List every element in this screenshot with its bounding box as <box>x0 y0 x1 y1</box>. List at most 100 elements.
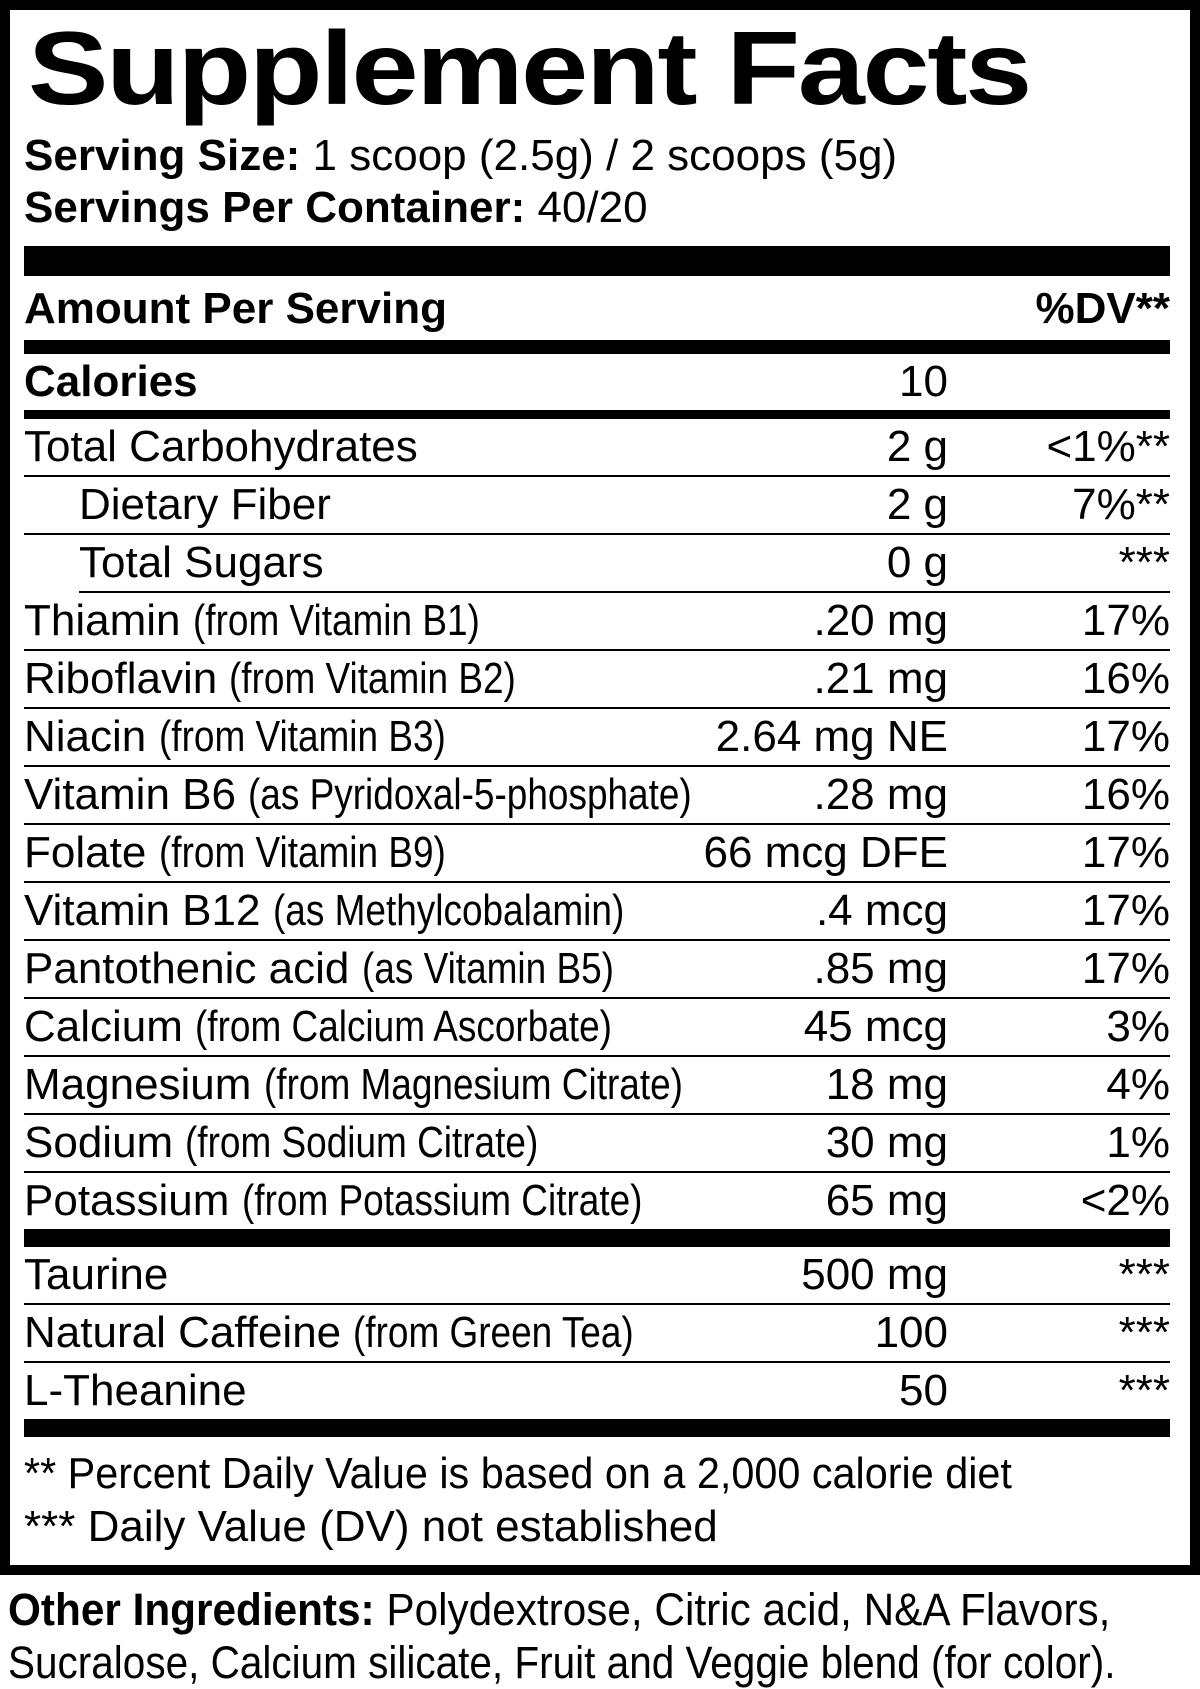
nutrient-percent-dv: <1%** <box>1046 422 1170 472</box>
servings-per-container-value: 40/20 <box>525 183 648 233</box>
nutrient-source-note: (from Calcium Ascorbate) <box>195 1002 613 1052</box>
nutrient-name-cell: Sodium (from Sodium Citrate) <box>24 1118 698 1168</box>
nutrient-name: Calories <box>24 357 198 407</box>
percent-dv-header: %DV** <box>1035 284 1171 334</box>
nutrient-name: Folate <box>24 828 147 878</box>
nutrient-row: Niacin (from Vitamin B3) 2.64 mg NE 17% <box>24 709 1170 765</box>
row-divider <box>24 939 1170 942</box>
nutrient-row: Potassium (from Potassium Citrate) 65 mg… <box>24 1173 1170 1229</box>
nutrient-source-note: (from Vitamin B3) <box>158 712 446 762</box>
nutrient-percent-dv: <2% <box>1080 1176 1170 1226</box>
nutrient-name-cell: Thiamin (from Vitamin B1) <box>24 596 698 646</box>
nutrient-amount: .20 mg <box>813 596 948 646</box>
nutrient-percent-dv: *** <box>1118 538 1170 588</box>
nutrient-rows: Calories 10 Total Carbohydrates 2 g <1%*… <box>24 354 1170 1438</box>
page-title-text: Supplement Facts <box>28 11 1032 127</box>
column-header-row: Amount Per Serving %DV** <box>24 276 1170 340</box>
nutrient-row: Calcium (from Calcium Ascorbate) 45 mcg … <box>24 999 1170 1055</box>
servings-per-container-line: Servings Per Container: 40/20 <box>24 182 1170 234</box>
nutrient-name: Vitamin B12 <box>24 886 261 936</box>
nutrient-row: Dietary Fiber 2 g 7%** <box>24 477 1170 533</box>
nutrient-row: Thiamin (from Vitamin B1) .20 mg 17% <box>24 593 1170 649</box>
nutrient-row: Pantothenic acid (as Vitamin B5) .85 mg … <box>24 941 1170 997</box>
nutrient-name-cell: Pantothenic acid (as Vitamin B5) <box>24 944 698 994</box>
nutrient-row: Folate (from Vitamin B9) 66 mcg DFE 17% <box>24 825 1170 881</box>
nutrient-name: Dietary Fiber <box>79 480 331 530</box>
nutrient-amount: .28 mg <box>813 770 948 820</box>
nutrient-name: Natural Caffeine <box>24 1308 342 1358</box>
row-divider <box>24 823 1170 826</box>
row-divider <box>24 1113 1170 1116</box>
supplement-facts-panel: Supplement Facts Serving Size: 1 scoop (… <box>0 0 1200 1576</box>
nutrient-source-note: (from Green Tea) <box>353 1308 635 1358</box>
nutrient-amount: 500 mg <box>801 1250 948 1300</box>
row-divider <box>24 997 1170 1000</box>
nutrient-source-note: (from Sodium Citrate) <box>185 1118 539 1168</box>
nutrient-amount: 66 mcg DFE <box>703 828 948 878</box>
row-divider <box>24 410 1170 420</box>
nutrient-source-note: (as Pyridoxal-5-phosphate) <box>248 770 692 820</box>
nutrient-source-note: (from Vitamin B1) <box>192 596 480 646</box>
nutrient-amount: .85 mg <box>813 944 948 994</box>
row-divider <box>24 1229 1170 1248</box>
other-ingredients-line1: Other Ingredients: Polydextrose, Citric … <box>8 1583 1128 1636</box>
nutrient-row: Magnesium (from Magnesium Citrate) 18 mg… <box>24 1057 1170 1113</box>
nutrient-percent-dv: 17% <box>1081 596 1170 646</box>
nutrient-row: L-Theanine 50 *** <box>24 1363 1170 1419</box>
nutrient-amount: 2.64 mg NE <box>715 712 948 762</box>
nutrient-amount: 45 mcg <box>803 1002 948 1052</box>
nutrient-name-cell: Magnesium (from Magnesium Citrate) <box>24 1060 698 1110</box>
nutrient-name-cell: Total Carbohydrates <box>24 422 698 472</box>
nutrient-row: Sodium (from Sodium Citrate) 30 mg 1% <box>24 1115 1170 1171</box>
nutrient-name: Pantothenic acid <box>24 944 350 994</box>
nutrient-name: Thiamin <box>24 596 181 646</box>
other-ingredients-label: Other Ingredients: <box>8 1584 375 1636</box>
nutrient-source-note: (as Vitamin B5) <box>361 944 614 994</box>
nutrient-name: Total Sugars <box>79 538 324 588</box>
nutrient-percent-dv: 16% <box>1081 654 1170 704</box>
nutrient-name-cell: Niacin (from Vitamin B3) <box>24 712 698 762</box>
row-divider <box>24 475 1170 478</box>
footnote-daily-value: ** Percent Daily Value is based on a 2,0… <box>24 1449 1012 1499</box>
nutrient-percent-dv: 3% <box>1106 1002 1170 1052</box>
nutrient-amount: .4 mcg <box>815 886 948 936</box>
nutrient-percent-dv: *** <box>1118 1250 1170 1300</box>
row-divider <box>24 1055 1170 1058</box>
row-divider <box>24 765 1170 768</box>
serving-size-value: 1 scoop (2.5g) / 2 scoops (5g) <box>300 131 898 181</box>
nutrient-name: Riboflavin <box>24 654 218 704</box>
nutrient-percent-dv: 17% <box>1081 886 1170 936</box>
nutrient-name-cell: Vitamin B6 (as Pyridoxal-5-phosphate) <box>24 770 698 820</box>
nutrient-name-cell: Total Sugars <box>24 538 698 588</box>
nutrient-name-cell: Taurine <box>24 1250 698 1300</box>
row-divider <box>24 1171 1170 1174</box>
nutrient-percent-dv: 17% <box>1081 828 1170 878</box>
nutrient-amount: .21 mg <box>813 654 948 704</box>
nutrient-name-cell: Calories <box>24 357 698 407</box>
serving-size-line: Serving Size: 1 scoop (2.5g) / 2 scoops … <box>24 130 1170 182</box>
row-divider <box>24 533 1170 536</box>
servings-per-container-label: Servings Per Container: <box>24 183 526 233</box>
nutrient-percent-dv: 4% <box>1106 1060 1170 1110</box>
row-divider <box>24 1303 1170 1306</box>
nutrient-amount: 2 g <box>886 422 948 472</box>
nutrient-source-note: (from Magnesium Citrate) <box>263 1060 683 1110</box>
nutrient-name: Calcium <box>24 1002 183 1052</box>
nutrient-row: Natural Caffeine (from Green Tea) 100 **… <box>24 1305 1170 1361</box>
nutrient-name-cell: Calcium (from Calcium Ascorbate) <box>24 1002 698 1052</box>
nutrient-name-cell: Riboflavin (from Vitamin B2) <box>24 654 698 704</box>
nutrient-name: Taurine <box>24 1250 169 1300</box>
nutrient-percent-dv: *** <box>1118 1308 1170 1358</box>
nutrient-percent-dv: 16% <box>1081 770 1170 820</box>
nutrient-source-note: (as Methylcobalamin) <box>272 886 624 936</box>
nutrient-source-note: (from Potassium Citrate) <box>241 1176 643 1226</box>
nutrient-row: Vitamin B12 (as Methylcobalamin) .4 mcg … <box>24 883 1170 939</box>
row-divider <box>24 881 1170 884</box>
row-divider <box>24 1361 1170 1364</box>
nutrient-amount: 30 mg <box>825 1118 948 1168</box>
nutrient-amount: 100 <box>874 1308 948 1358</box>
nutrient-percent-dv: 17% <box>1081 712 1170 762</box>
nutrient-row: Total Carbohydrates 2 g <1%** <box>24 419 1170 475</box>
nutrient-row: Vitamin B6 (as Pyridoxal-5-phosphate) .2… <box>24 767 1170 823</box>
nutrient-row: Taurine 500 mg *** <box>24 1247 1170 1303</box>
